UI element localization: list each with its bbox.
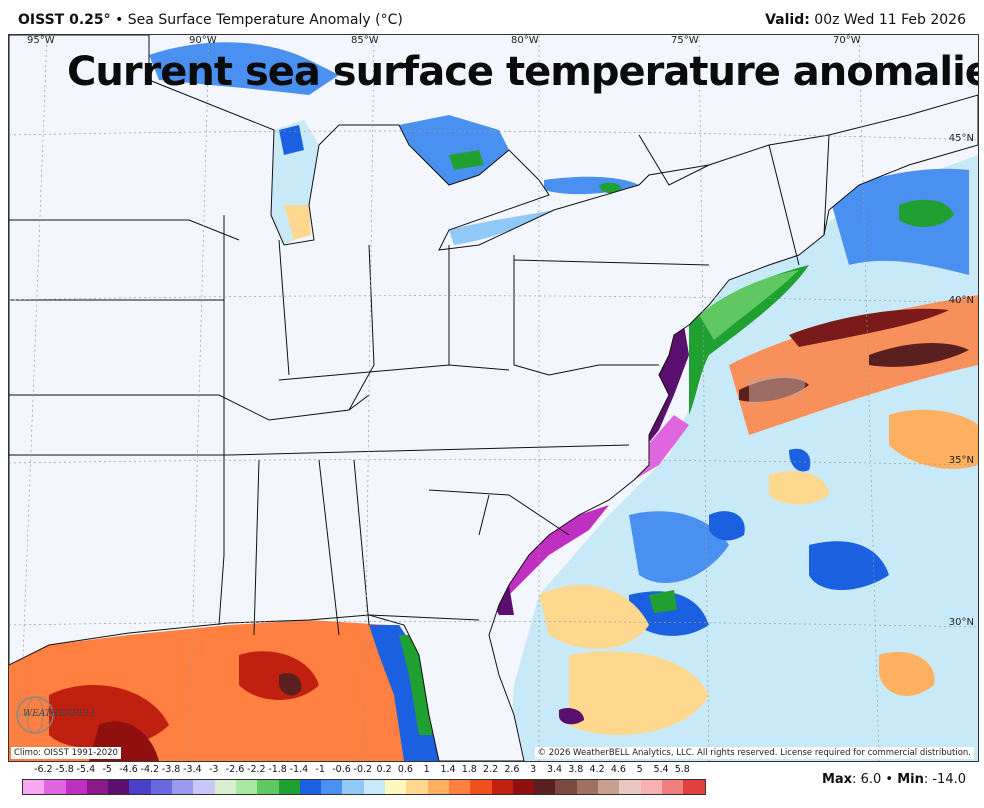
legend-swatch — [470, 780, 492, 794]
legend-swatch — [385, 780, 407, 794]
legend-swatch — [214, 780, 236, 794]
legend-tick-label: 4.2 — [589, 764, 605, 775]
legend-tick-label: -1.8 — [268, 764, 287, 775]
legend-swatch — [257, 780, 279, 794]
legend-tick-label: -3 — [208, 764, 219, 775]
lon-label: 95°W — [27, 35, 55, 46]
lon-label: 85°W — [351, 35, 379, 46]
legend-swatch — [129, 780, 151, 794]
product-title: OISST 0.25° • Sea Surface Temperature An… — [18, 12, 403, 28]
legend-swatch — [661, 780, 684, 794]
legend-tick-label: 2.2 — [483, 764, 499, 775]
legend-swatch — [172, 780, 194, 794]
legend-tick-label: 1 — [423, 764, 430, 775]
legend-swatch — [576, 780, 599, 794]
legend-tick-label: 2.6 — [504, 764, 520, 775]
legend-swatch — [619, 780, 641, 794]
header-bar: OISST 0.25° • Sea Surface Temperature An… — [0, 0, 984, 34]
legend-tick-label: -1 — [315, 764, 325, 775]
legend-tick-label: -2.2 — [247, 764, 266, 775]
legend-tick-label: -5.8 — [55, 764, 74, 775]
legend-tick-label: 0.6 — [397, 764, 413, 775]
legend-swatch — [235, 780, 258, 794]
legend-tick-label: 5 — [636, 764, 643, 775]
legend-swatch — [108, 780, 130, 794]
lon-label: 75°W — [671, 35, 699, 46]
legend-tick-label: -4.6 — [119, 764, 138, 775]
legend-tick-label: -0.6 — [332, 764, 351, 775]
legend-swatch — [44, 780, 66, 794]
legend-tick-label: 1.8 — [461, 764, 477, 775]
legend-swatch — [555, 780, 577, 794]
legend-swatch — [23, 780, 45, 794]
lat-label: 35°N — [948, 455, 974, 466]
legend-tick-label: -0.2 — [353, 764, 373, 775]
lon-label: 90°W — [189, 35, 217, 46]
logo-globe-icon — [16, 696, 54, 734]
product-name: OISST 0.25 — [18, 12, 104, 28]
lon-label: 80°W — [511, 35, 539, 46]
legend-swatch — [406, 780, 428, 794]
legend-tick-label: -5 — [102, 764, 112, 775]
climo-note: Climo: OISST 1991-2020 — [11, 747, 121, 759]
lat-label: 30°N — [948, 617, 974, 628]
legend-swatch — [512, 780, 535, 794]
legend-tick-label: 3.8 — [568, 764, 584, 775]
legend-tick-label: 4.6 — [610, 764, 626, 775]
legend-tick-label: 3.4 — [546, 764, 563, 775]
legend-swatch — [150, 780, 173, 794]
legend-colorbar — [22, 779, 706, 795]
legend-swatch — [278, 780, 300, 794]
land — [9, 35, 978, 761]
valid-time: Valid: 00z Wed 11 Feb 2026 — [765, 12, 966, 28]
legend-tick-label: 1.4 — [440, 764, 456, 775]
legend-swatch — [598, 780, 620, 794]
lat-label: 45°N — [948, 133, 974, 144]
legend-labels: -6.2 -5.8 -5.4 -5 -4.6 -4.2 -3.8 -3.4 -3 -2.6 -2.2… — [8, 764, 708, 778]
legend-tick-label: -6.2 — [34, 764, 53, 775]
legend-tick-label: 0.2 — [376, 764, 392, 775]
lat-label: 40°N — [948, 295, 974, 306]
legend-swatch — [491, 780, 513, 794]
legend-tick-label: -4.2 — [140, 764, 160, 775]
state-borders — [9, 134, 830, 636]
map-panel: 95°W 90°W 85°W 80°W 75°W 70°W 45°N 40°N … — [8, 34, 979, 762]
legend-swatch — [448, 780, 471, 794]
legend-tick-label: 3 — [530, 764, 537, 775]
legend-swatch — [86, 780, 109, 794]
legend-tick-label: -3.8 — [161, 764, 181, 775]
legend-tick-label: 5.8 — [674, 764, 690, 775]
legend-tick-label: -1.4 — [289, 764, 309, 775]
legend-swatch — [299, 780, 322, 794]
color-legend: -6.2 -5.8 -5.4 -5 -4.6 -4.2 -3.8 -3.4 -3 -2.6 -2.2… — [8, 764, 708, 800]
legend-swatch — [342, 780, 364, 794]
legend-tick-label: -2.6 — [225, 764, 245, 775]
legend-swatch — [640, 780, 662, 794]
overlay-title: Current sea surface temperature anomalie… — [67, 49, 979, 95]
copyright-note: © 2026 WeatherBELL Analytics, LLC. All r… — [534, 747, 974, 759]
weatherbell-logo: WEATHERBELL — [15, 693, 97, 737]
legend-tick-label: -3.4 — [183, 764, 202, 775]
max-min-readout: Max: 6.0 • Min: -14.0 — [821, 772, 966, 787]
sst-map — [9, 35, 978, 761]
legend-swatch — [683, 780, 705, 794]
legend-tick-label: 5.4 — [653, 764, 669, 775]
lon-label: 70°W — [833, 35, 861, 46]
field-name: Sea Surface Temperature Anomaly ( — [127, 12, 381, 28]
legend-swatch — [193, 780, 215, 794]
legend-swatch — [321, 780, 343, 794]
legend-swatch — [363, 780, 386, 794]
legend-swatch — [534, 780, 556, 794]
legend-swatch — [427, 780, 449, 794]
legend-swatch — [65, 780, 87, 794]
legend-tick-label: -5.4 — [76, 764, 96, 775]
graticule — [9, 35, 978, 761]
